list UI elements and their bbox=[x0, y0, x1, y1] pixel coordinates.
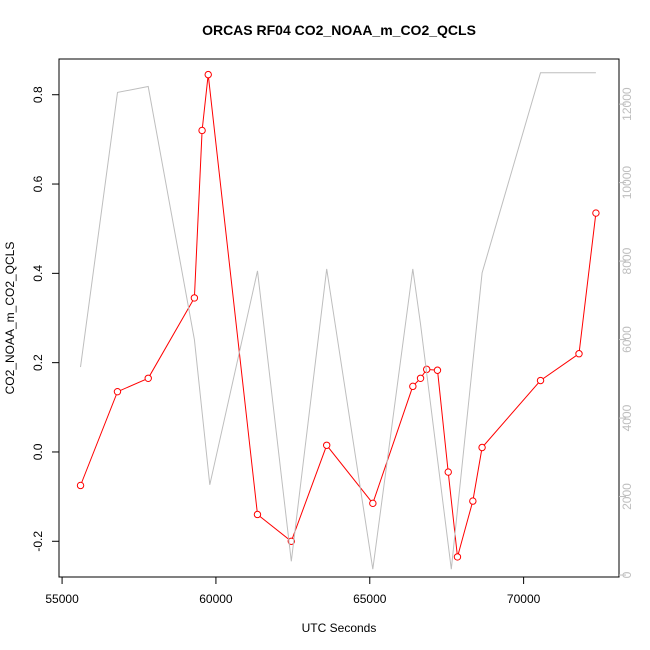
y-axis-label: CO2_NOAA_m_CO2_QCLS bbox=[3, 242, 17, 395]
data-point bbox=[198, 126, 206, 135]
chart-marks: 55000 60000 65000 70000 -0.2 0.0 0.2 0.4 0.6 0.8 0… bbox=[31, 70, 634, 606]
x-tick-label: 55000 bbox=[45, 592, 79, 606]
data-point bbox=[253, 510, 262, 519]
data-point bbox=[369, 499, 377, 508]
y2-tick-label: 6000 bbox=[620, 326, 634, 353]
data-point bbox=[416, 374, 425, 382]
y2-tick-label: 2000 bbox=[620, 483, 634, 510]
x-tick-label: 70000 bbox=[507, 592, 541, 606]
series-line-right bbox=[80, 72, 596, 570]
data-point bbox=[536, 376, 545, 385]
data-point bbox=[204, 70, 212, 79]
y-tick-label: 0.8 bbox=[31, 86, 45, 103]
y-tick-label: 0.6 bbox=[31, 175, 45, 192]
y-tick-label: -0.2 bbox=[31, 531, 45, 552]
data-point bbox=[592, 209, 600, 217]
x-tick-label: 60000 bbox=[199, 592, 233, 606]
data-point bbox=[322, 441, 331, 449]
data-point bbox=[76, 481, 85, 490]
y2-tick-label: 12000 bbox=[620, 87, 634, 121]
y-tick-label: 0.2 bbox=[31, 354, 45, 371]
data-point bbox=[469, 497, 477, 505]
data-point bbox=[287, 537, 296, 545]
data-point bbox=[144, 374, 152, 382]
y2-tick-label: 10000 bbox=[620, 166, 634, 200]
data-point bbox=[409, 382, 417, 391]
plot-frame bbox=[58, 58, 620, 578]
data-point bbox=[444, 468, 452, 476]
data-point bbox=[433, 366, 442, 374]
y-tick-label: 0.4 bbox=[31, 265, 45, 282]
data-point bbox=[453, 553, 462, 561]
y2-tick-label: 4000 bbox=[620, 404, 634, 431]
y2-tick-label: 8000 bbox=[620, 247, 634, 274]
y-tick-label: 0.0 bbox=[31, 443, 45, 460]
data-point bbox=[478, 443, 486, 452]
data-point bbox=[575, 350, 583, 358]
y2-tick-label: 0 bbox=[620, 571, 634, 578]
data-point bbox=[190, 294, 199, 302]
x-tick-label: 65000 bbox=[353, 592, 387, 606]
data-point bbox=[113, 387, 122, 396]
chart-title: ORCAS RF04 CO2_NOAA_m_CO2_QCLS bbox=[202, 22, 476, 38]
x-axis-label: UTC Seconds bbox=[302, 621, 377, 635]
